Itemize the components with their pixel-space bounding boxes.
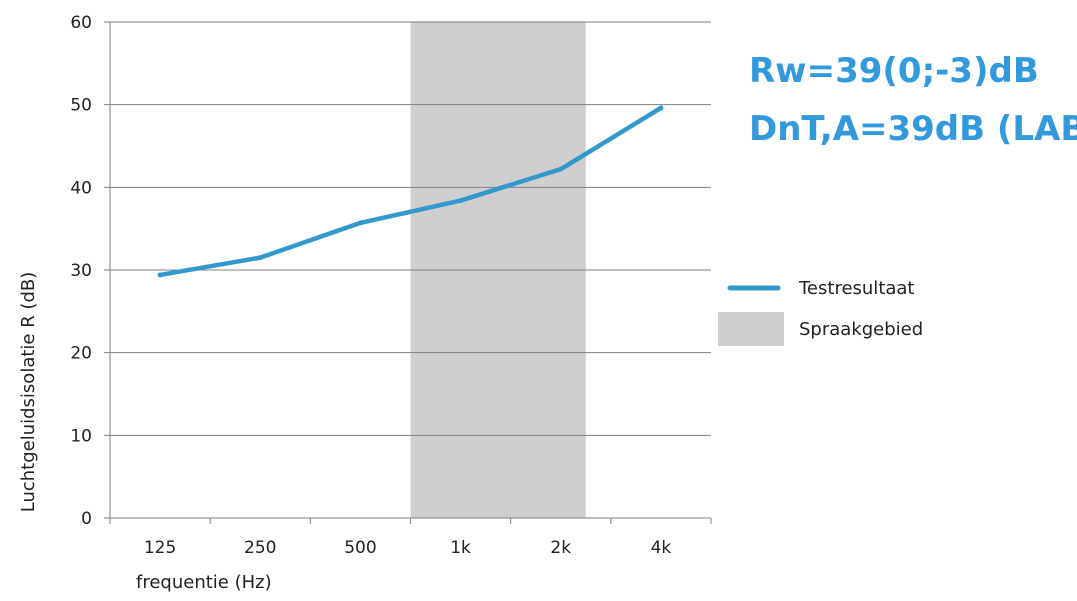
y-tick-label-20: 20	[70, 344, 92, 364]
x-tick-label-1k: 1k	[450, 538, 471, 558]
x-tick-label-125: 125	[144, 538, 176, 558]
series-line-testresultaat	[157, 105, 664, 278]
label-layer: 0 10 20 30 40 50 60 125 250 500 1k 2k 4k	[70, 13, 671, 558]
data-point-125	[157, 272, 163, 278]
x-tick-label-2k: 2k	[550, 538, 571, 558]
data-point-1k	[458, 198, 464, 204]
y-tick-label-0: 0	[81, 509, 92, 529]
annotation-rw: Rw=39(0;-3)dB	[749, 51, 1039, 91]
annotations: Rw=39(0;-3)dB DnT,A=39dB (LAB)	[749, 51, 1077, 149]
annotation-dnta: DnT,A=39dB (LAB)	[749, 109, 1077, 149]
grid-layer	[104, 21, 711, 519]
y-tick-label-10: 10	[70, 426, 92, 446]
x-tick-label-4k: 4k	[651, 538, 672, 558]
y-tick-label-40: 40	[70, 178, 92, 198]
legend-label-spraakgebied: Spraakgebied	[799, 319, 923, 340]
y-tick-label-50: 50	[70, 96, 92, 116]
legend-label-testresultaat: Testresultaat	[798, 278, 915, 299]
y-axis-title: Luchtgeluidsisolatie R (dB)	[18, 272, 39, 513]
data-point-500	[357, 220, 363, 226]
y-tick-label-60: 60	[70, 13, 92, 33]
x-tick-label-250: 250	[244, 538, 276, 558]
y-tick-label-30: 30	[70, 261, 92, 281]
legend: Testresultaat Spraakgebied	[718, 278, 923, 346]
axis-layer	[109, 22, 712, 524]
data-point-4k	[658, 105, 664, 111]
data-point-250	[257, 255, 263, 261]
series-layer	[157, 105, 664, 278]
x-tick-label-500: 500	[344, 538, 376, 558]
legend-swatch-spraakgebied	[718, 312, 784, 346]
x-axis-title: frequentie (Hz)	[136, 572, 272, 593]
data-point-2k	[558, 166, 564, 172]
